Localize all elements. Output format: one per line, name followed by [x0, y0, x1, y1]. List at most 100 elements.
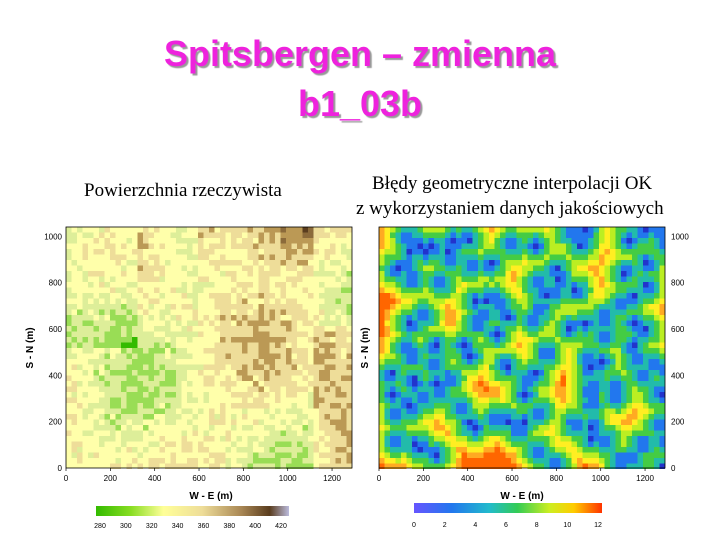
left-map-cell	[143, 309, 149, 315]
left-map-cell	[77, 458, 83, 464]
right-map-cell	[456, 425, 462, 431]
left-map-cell	[137, 254, 143, 260]
right-map-cell	[423, 408, 429, 414]
right-map-cell	[626, 260, 632, 266]
right-map-cell	[654, 425, 660, 431]
left-map-cell	[220, 348, 226, 354]
right-map-cell	[588, 403, 594, 409]
right-map-cell	[632, 458, 638, 464]
right-map-cell	[489, 359, 495, 365]
left-map-cell	[66, 337, 72, 343]
left-map-cell	[203, 232, 209, 238]
right-map-cell	[659, 397, 665, 403]
left-map-cell	[126, 298, 132, 304]
right-map-cell	[582, 463, 588, 469]
right-map-cell	[489, 375, 495, 381]
right-map-cell	[582, 386, 588, 392]
right-map-cell	[648, 452, 654, 458]
right-map-cell	[395, 320, 401, 326]
right-map-cell	[390, 243, 396, 249]
right-map-cell	[571, 304, 577, 310]
right-map-cell	[401, 359, 407, 365]
right-map-cell	[379, 430, 385, 436]
left-map-cell	[341, 249, 347, 255]
left-map-cell	[330, 227, 336, 233]
right-map-cell	[516, 403, 522, 409]
right-map-cell	[417, 452, 423, 458]
colorbar-tick-label: 400	[249, 523, 261, 530]
right-map-cell	[450, 403, 456, 409]
left-map-cell	[242, 227, 248, 233]
right-map-cell	[610, 458, 616, 464]
right-map-cell	[456, 364, 462, 370]
left-map-cell	[286, 309, 292, 315]
left-map-cell	[93, 403, 99, 409]
right-map-cell	[582, 359, 588, 365]
left-map-cell	[319, 304, 325, 310]
right-map-cell	[489, 348, 495, 354]
left-map-cell	[71, 386, 77, 392]
right-map-cell	[489, 353, 495, 359]
right-map-cell	[434, 265, 440, 271]
left-map-cell	[341, 359, 347, 365]
right-map-cell	[401, 392, 407, 398]
right-map-cell	[527, 436, 533, 442]
left-map-cell	[341, 287, 347, 293]
left-map-cell	[319, 408, 325, 414]
left-map-cell	[313, 353, 319, 359]
right-map-cell	[632, 249, 638, 255]
right-map-cell	[555, 364, 561, 370]
left-map-cell	[302, 249, 308, 255]
left-map-cell	[286, 304, 292, 310]
right-map-cell	[610, 370, 616, 376]
right-map-cell	[401, 260, 407, 266]
right-map-cell	[582, 414, 588, 420]
left-map-cell	[275, 436, 281, 442]
right-map-cell	[577, 370, 583, 376]
right-map-cell	[516, 315, 522, 321]
left-map-cell	[225, 298, 231, 304]
left-map-cell	[143, 293, 149, 299]
right-map-cell	[384, 408, 390, 414]
left-map-cell	[247, 403, 253, 409]
right-colorbar	[414, 503, 602, 513]
right-map-cell	[544, 238, 550, 244]
right-map-cell	[467, 436, 473, 442]
right-map-cell	[621, 287, 627, 293]
left-map-cell	[126, 342, 132, 348]
left-map-cell	[148, 254, 154, 260]
right-map-cell	[423, 381, 429, 387]
right-map-cell	[577, 260, 583, 266]
right-map-cell	[522, 359, 528, 365]
right-map-cell	[648, 320, 654, 326]
left-map-cell	[170, 304, 176, 310]
right-map-cell	[390, 441, 396, 447]
left-map-cell	[341, 447, 347, 453]
left-map-cell	[264, 425, 270, 431]
left-map-cell	[253, 458, 259, 464]
right-map-cell	[489, 282, 495, 288]
right-map-cell	[395, 419, 401, 425]
right-map-cell	[615, 359, 621, 365]
right-map-cell	[461, 309, 467, 315]
left-map-cell	[291, 342, 297, 348]
right-map-cell	[450, 447, 456, 453]
right-map-cell	[648, 353, 654, 359]
right-map-cell	[478, 425, 484, 431]
right-map-cell	[593, 326, 599, 332]
right-map-cell	[401, 441, 407, 447]
left-map-cell	[258, 320, 264, 326]
right-map-cell	[505, 298, 511, 304]
right-map-cell	[456, 243, 462, 249]
right-map-cell	[637, 320, 643, 326]
right-map-cell	[538, 425, 544, 431]
right-map-cell	[648, 282, 654, 288]
right-map-cell	[538, 232, 544, 238]
right-map-cell	[632, 359, 638, 365]
right-map-cell	[632, 392, 638, 398]
left-map-cell	[99, 282, 105, 288]
right-map-cell	[379, 348, 385, 354]
left-map-cell	[66, 238, 72, 244]
right-map-cell	[527, 386, 533, 392]
right-map-cell	[450, 243, 456, 249]
